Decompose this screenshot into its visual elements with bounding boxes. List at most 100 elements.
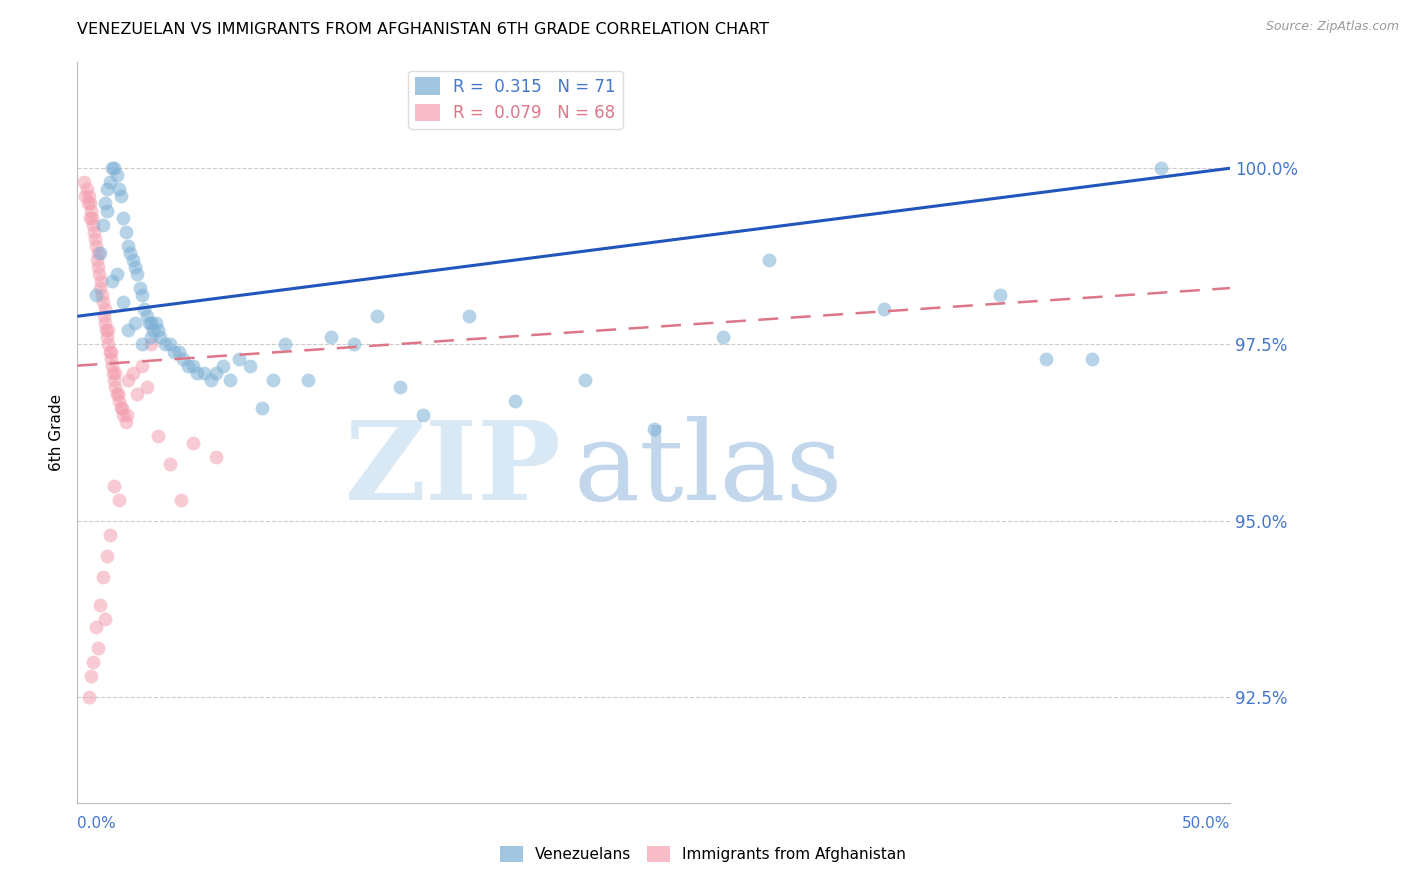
Point: [90, 288, 112, 302]
Text: VENEZUELAN VS IMMIGRANTS FROM AFGHANISTAN 6TH GRADE CORRELATION CHART: VENEZUELAN VS IMMIGRANTS FROM AFGHANISTA…: [77, 22, 769, 37]
Point: [1035, 351, 1057, 366]
Point: [96, 323, 118, 337]
Point: [98, 175, 121, 189]
Point: [89, 281, 111, 295]
Point: [111, 401, 134, 415]
Point: [112, 211, 135, 225]
Legend: R =  0.315   N = 71, R =  0.079   N = 68: R = 0.315 N = 71, R = 0.079 N = 68: [409, 70, 623, 128]
Point: [104, 366, 127, 380]
Point: [458, 310, 481, 324]
Point: [90, 274, 112, 288]
Point: [139, 330, 162, 344]
Point: [149, 330, 172, 344]
Point: [121, 252, 143, 267]
Point: [114, 415, 136, 429]
Point: [120, 245, 142, 260]
Point: [186, 366, 208, 380]
Point: [105, 267, 128, 281]
Point: [115, 408, 138, 422]
Point: [134, 302, 156, 317]
Point: [76, 196, 98, 211]
Point: [94, 316, 117, 330]
Point: [142, 323, 165, 337]
Point: [274, 337, 297, 351]
Point: [124, 316, 146, 330]
Point: [163, 344, 186, 359]
Point: [159, 337, 181, 351]
Point: [103, 161, 125, 176]
Point: [82, 218, 104, 232]
Point: [117, 239, 139, 253]
Point: [96, 182, 118, 196]
Point: [108, 393, 131, 408]
Point: [343, 337, 366, 351]
Point: [643, 422, 665, 436]
Point: [94, 612, 117, 626]
Point: [89, 245, 111, 260]
Point: [170, 492, 193, 507]
Point: [146, 323, 169, 337]
Point: [98, 344, 121, 359]
Point: [93, 310, 115, 324]
Point: [84, 288, 107, 302]
Point: [181, 436, 204, 450]
Point: [84, 239, 107, 253]
Point: [873, 302, 896, 317]
Point: [98, 528, 121, 542]
Text: Source: ZipAtlas.com: Source: ZipAtlas.com: [1265, 20, 1399, 33]
Point: [711, 330, 734, 344]
Legend: Venezuelans, Immigrants from Afghanistan: Venezuelans, Immigrants from Afghanistan: [492, 838, 914, 870]
Point: [574, 373, 596, 387]
Point: [101, 274, 124, 288]
Point: [117, 373, 139, 387]
Point: [153, 337, 176, 351]
Point: [105, 387, 128, 401]
Point: [91, 295, 114, 310]
Point: [91, 570, 114, 584]
Point: [1150, 161, 1173, 176]
Point: [87, 640, 110, 655]
Point: [117, 323, 139, 337]
Point: [87, 260, 110, 274]
Point: [91, 218, 114, 232]
Point: [127, 267, 149, 281]
Point: [988, 288, 1011, 302]
Y-axis label: 6th Grade: 6th Grade: [49, 394, 65, 471]
Point: [75, 189, 97, 203]
Text: 50.0%: 50.0%: [1182, 816, 1230, 831]
Point: [131, 288, 153, 302]
Point: [412, 408, 434, 422]
Point: [193, 366, 215, 380]
Point: [218, 373, 240, 387]
Text: 0.0%: 0.0%: [77, 816, 117, 831]
Point: [146, 429, 169, 443]
Point: [167, 344, 190, 359]
Point: [228, 351, 250, 366]
Point: [73, 175, 96, 189]
Point: [204, 450, 226, 465]
Point: [105, 168, 128, 182]
Point: [114, 225, 136, 239]
Point: [1081, 351, 1104, 366]
Point: [121, 366, 143, 380]
Point: [112, 295, 135, 310]
Point: [135, 380, 157, 394]
Point: [107, 387, 129, 401]
Point: [139, 316, 162, 330]
Point: [319, 330, 342, 344]
Point: [93, 302, 115, 317]
Point: [127, 387, 149, 401]
Point: [89, 267, 111, 281]
Point: [94, 196, 117, 211]
Point: [96, 330, 118, 344]
Point: [297, 373, 319, 387]
Point: [80, 669, 103, 683]
Point: [211, 359, 233, 373]
Point: [131, 337, 153, 351]
Point: [82, 655, 104, 669]
Point: [758, 252, 780, 267]
Point: [200, 373, 222, 387]
Point: [177, 359, 200, 373]
Point: [110, 189, 132, 203]
Point: [131, 359, 153, 373]
